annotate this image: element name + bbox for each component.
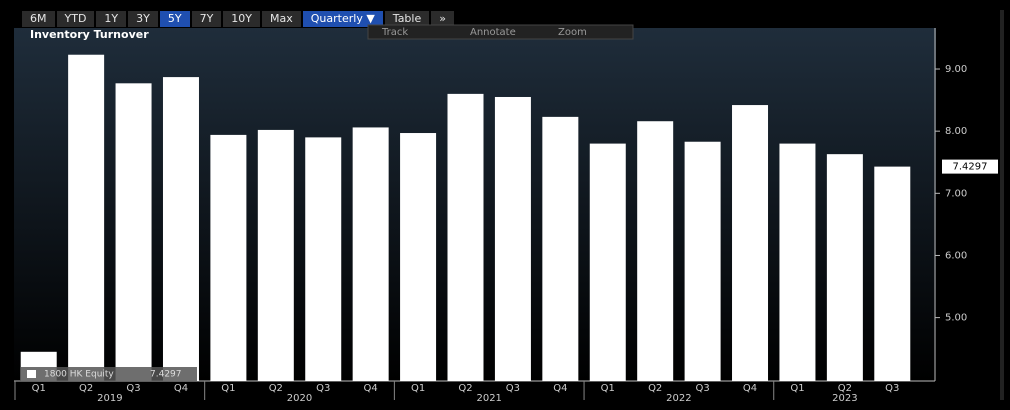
- chart-tool[interactable]: Annotate: [470, 27, 516, 38]
- last-value-flag: [942, 159, 998, 174]
- y-tick-label: 7.00: [945, 188, 967, 199]
- bar: [68, 54, 105, 381]
- x-tick-label: Q1: [790, 383, 804, 394]
- bar: [684, 141, 721, 381]
- toolbar-button[interactable]: Max: [262, 11, 301, 27]
- bar: [779, 143, 816, 381]
- year-label: 2022: [666, 393, 691, 404]
- toolbar-button[interactable]: »: [431, 11, 454, 27]
- chart-tools: Track Annotate Zoom: [367, 24, 634, 40]
- bar: [826, 154, 863, 381]
- x-tick-label: Q4: [174, 383, 188, 394]
- x-tick-label: Q3: [316, 383, 330, 394]
- toolbar-button[interactable]: YTD: [56, 11, 95, 27]
- bar: [589, 143, 626, 381]
- bar: [447, 93, 484, 381]
- toolbar-button[interactable]: Table: [384, 11, 430, 27]
- legend-swatch: [27, 370, 36, 378]
- x-tick-label: Q1: [601, 383, 615, 394]
- bar: [637, 121, 674, 381]
- year-label: 2019: [97, 393, 122, 404]
- toolbar-button[interactable]: 6M: [22, 11, 55, 27]
- y-tick-label: 8.00: [945, 126, 967, 137]
- bar: [210, 134, 247, 381]
- chart-tool[interactable]: Zoom: [558, 27, 587, 38]
- year-label: 2021: [476, 393, 501, 404]
- bar: [542, 116, 579, 382]
- y-tick-label: 6.00: [945, 250, 967, 261]
- x-tick-label: Q2: [458, 383, 472, 394]
- y-tick-label: 5.00: [945, 313, 967, 324]
- x-tick-label: Q3: [126, 383, 140, 394]
- side-strip: [1000, 10, 1004, 400]
- x-tick-label: Q2: [269, 383, 283, 394]
- x-tick-label: Q3: [695, 383, 709, 394]
- bar: [352, 127, 389, 382]
- x-tick-label: Q3: [885, 383, 899, 394]
- legend-value: 7.4297: [150, 370, 182, 380]
- tools-box: [367, 24, 634, 40]
- year-label: 2020: [287, 393, 312, 404]
- bar: [400, 133, 437, 381]
- bar: [494, 96, 531, 381]
- toolbar-button[interactable]: 10Y: [223, 11, 261, 27]
- legend-box: [20, 367, 197, 381]
- bar: [732, 105, 769, 381]
- bar: [162, 77, 199, 381]
- toolbar-button[interactable]: 7Y: [191, 11, 222, 27]
- y-tick-label: 9.00: [945, 64, 967, 75]
- bar: [115, 83, 152, 382]
- x-tick-label: Q1: [32, 383, 46, 394]
- legend-label: 1800 HK Equity: [44, 370, 114, 380]
- x-tick-label: Q1: [221, 383, 235, 394]
- x-tick-label: Q4: [743, 383, 757, 394]
- x-tick-label: Q2: [79, 383, 93, 394]
- x-tick-label: Q3: [506, 383, 520, 394]
- toolbar-button[interactable]: Quarterly ▼: [302, 11, 383, 27]
- bar: [257, 129, 294, 381]
- toolbar-button[interactable]: 1Y: [96, 11, 127, 27]
- x-tick-label: Q1: [411, 383, 425, 394]
- last-value-label: 7.4297: [953, 162, 988, 173]
- toolbar-button[interactable]: 5Y: [159, 11, 190, 27]
- bar: [874, 166, 911, 381]
- x-tick-label: Q4: [364, 383, 378, 394]
- bar: [305, 137, 342, 381]
- toolbar: 6M YTD 1Y 3Y 5Y 7Y 10Y Max Quarterly ▼ Table»: [22, 11, 454, 27]
- chart-tool[interactable]: Track: [381, 27, 408, 38]
- year-label: 2023: [832, 393, 857, 404]
- x-tick-label: Q2: [838, 383, 852, 394]
- x-tick-label: Q2: [648, 383, 662, 394]
- x-tick-label: Q4: [553, 383, 567, 394]
- chart-title: Inventory Turnover: [30, 28, 149, 41]
- toolbar-button[interactable]: 3Y: [128, 11, 158, 27]
